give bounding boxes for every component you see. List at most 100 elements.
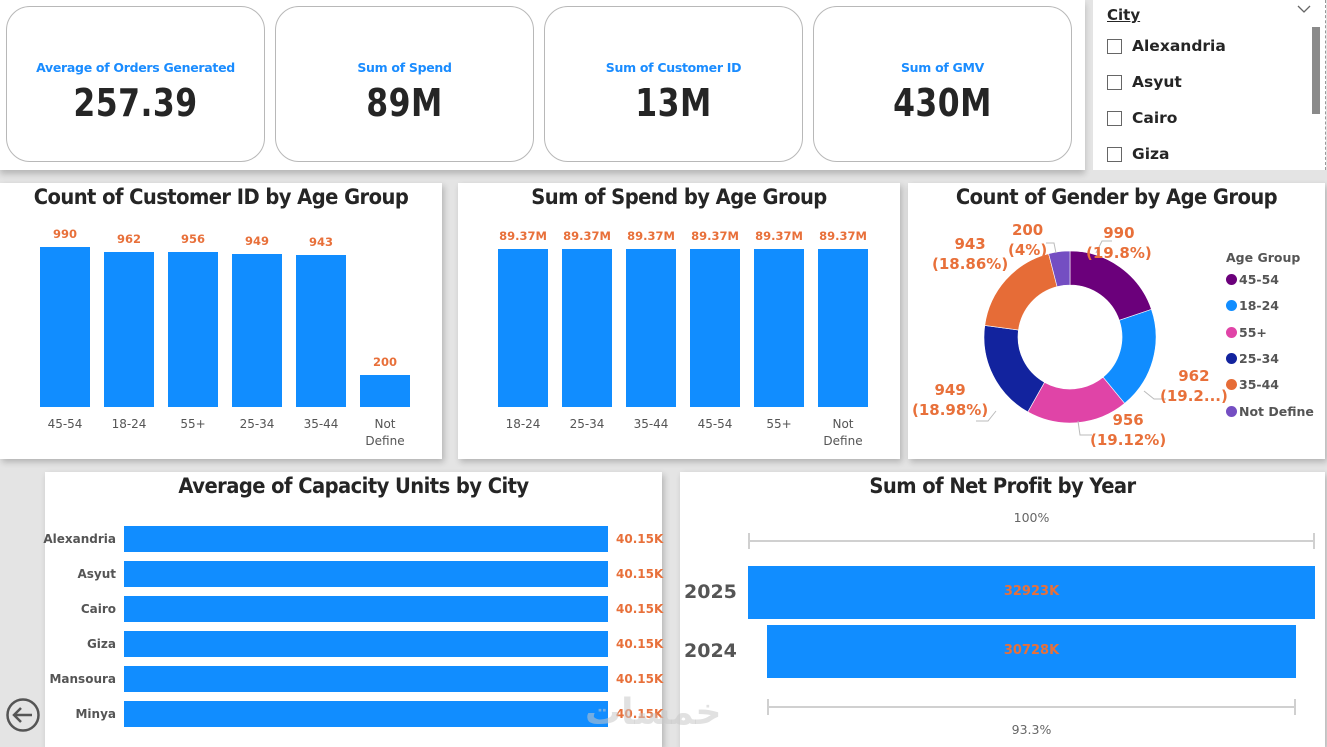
bar[interactable] xyxy=(626,249,676,407)
leader-line xyxy=(1095,240,1112,254)
data-label-percent: (19.12%) xyxy=(1090,431,1167,449)
y-tick-label: Asyut xyxy=(77,567,116,581)
back-arrow-icon[interactable] xyxy=(5,697,41,733)
data-label: 990 (19.8%) xyxy=(1086,223,1152,263)
slicer-item-asyut[interactable]: Asyut xyxy=(1107,71,1182,93)
legend-dot-icon xyxy=(1226,300,1237,312)
data-label-percent: (19.2...) xyxy=(1160,387,1228,405)
bar[interactable] xyxy=(40,247,90,407)
bar[interactable] xyxy=(562,249,612,407)
slicer-item-alexandria[interactable]: Alexandria xyxy=(1107,35,1226,57)
kpi-value: 13M xyxy=(635,81,712,125)
bar[interactable] xyxy=(754,249,804,407)
legend-dot-icon xyxy=(1226,379,1237,391)
legend-label: 35-44 xyxy=(1239,377,1279,393)
x-tick-label: 18-24 xyxy=(111,417,147,431)
bar[interactable] xyxy=(498,249,548,407)
kpi-card-orders[interactable]: Average of Orders Generated 257.39 xyxy=(6,6,265,162)
bar[interactable] xyxy=(124,631,608,657)
x-tick-label: Not Define xyxy=(365,417,405,448)
kpi-card-customer-id[interactable]: Sum of Customer ID 13M xyxy=(544,6,803,162)
x-tick-label: 25-34 xyxy=(239,417,275,431)
data-label: 956 (19.12%) xyxy=(1090,410,1166,450)
bar[interactable] xyxy=(104,251,154,407)
data-label-percent: (18.98%) xyxy=(912,401,989,419)
checkbox[interactable] xyxy=(1107,74,1122,90)
data-label: 943 xyxy=(308,234,333,249)
bar[interactable] xyxy=(124,666,608,692)
data-label: 962 (19.2...) xyxy=(1160,366,1228,406)
data-label: 89.37M xyxy=(563,229,611,243)
data-label-percent: (4%) xyxy=(1008,241,1048,259)
data-label: 89.37M xyxy=(819,229,867,243)
bar[interactable] xyxy=(124,701,608,727)
kpi-card-gmv[interactable]: Sum of GMV 430M xyxy=(813,6,1072,162)
bar[interactable] xyxy=(296,254,346,407)
data-label-percent: (19.8%) xyxy=(1086,244,1152,262)
checkbox[interactable] xyxy=(1107,38,1122,54)
bar[interactable] xyxy=(124,596,608,622)
bar[interactable] xyxy=(818,249,868,407)
legend-dot-icon xyxy=(1226,352,1237,364)
legend-item[interactable]: Not Define xyxy=(1226,404,1314,419)
legend-label: Not Define xyxy=(1239,403,1314,419)
data-label: 40.15K xyxy=(616,672,664,686)
data-label-value: 956 xyxy=(1112,411,1144,429)
bar[interactable] xyxy=(232,253,282,407)
x-tick-label: 45-54 xyxy=(697,417,733,431)
y-tick-label: Giza xyxy=(86,637,116,651)
data-label: 89.37M xyxy=(627,229,675,243)
x-tick-label: 35-44 xyxy=(633,417,669,431)
leader-line xyxy=(1077,420,1092,436)
slicer-title: City xyxy=(1107,6,1141,24)
bar[interactable] xyxy=(124,526,608,552)
chart-title: Count of Gender by Age Group xyxy=(955,185,1278,209)
customer-count-chart: Count of Customer ID by Age Group 990 45-… xyxy=(0,183,442,459)
slicer-item-label: Alexandria xyxy=(1132,37,1226,55)
slicer-item-label: Asyut xyxy=(1132,73,1182,91)
data-label: 40.15K xyxy=(616,532,664,546)
donut-slice-25-34[interactable] xyxy=(983,325,1045,413)
legend-item[interactable]: 25-34 xyxy=(1226,351,1279,366)
data-label-value: 943 xyxy=(954,235,986,253)
slicer-item-cairo[interactable]: Cairo xyxy=(1107,107,1177,129)
data-label: 40.15K xyxy=(616,637,664,651)
axis-tick xyxy=(748,533,750,549)
data-label-value: 962 xyxy=(1178,367,1210,385)
data-label: 89.37M xyxy=(755,229,803,243)
legend-item[interactable]: 35-44 xyxy=(1226,377,1279,392)
data-label: 89.37M xyxy=(499,229,547,243)
kpi-card-spend[interactable]: Sum of Spend 89M xyxy=(275,6,534,162)
gender-donut-chart: Count of Gender by Age Group Age Group 9… xyxy=(908,183,1325,459)
kpi-label: Sum of Spend xyxy=(357,60,452,75)
data-label: 30728K xyxy=(1003,643,1060,658)
data-label: 40.15K xyxy=(616,567,664,581)
data-label: 32923K xyxy=(1003,584,1060,599)
scrollbar[interactable] xyxy=(1312,27,1320,114)
legend-item[interactable]: 55+ xyxy=(1226,325,1267,340)
kpi-label: Sum of GMV xyxy=(900,60,985,75)
x-tick-label: 45-54 xyxy=(47,417,83,431)
legend-item[interactable]: 45-54 xyxy=(1226,272,1279,287)
axis-tick xyxy=(1313,533,1315,549)
kpi-value: 89M xyxy=(366,81,443,125)
legend-dot-icon xyxy=(1226,405,1237,417)
funnel-bar[interactable] xyxy=(748,566,1315,619)
data-label: 990 xyxy=(52,227,77,241)
chart-title: Average of Capacity Units by City xyxy=(178,474,529,498)
checkbox[interactable] xyxy=(1107,146,1122,162)
funnel-bar[interactable] xyxy=(766,625,1297,678)
legend-item[interactable]: 18-24 xyxy=(1226,298,1279,313)
bar[interactable] xyxy=(690,249,740,407)
legend-label: 55+ xyxy=(1239,324,1267,340)
data-label: 200 (4%) xyxy=(1008,220,1047,260)
slicer-item-giza[interactable]: Giza xyxy=(1107,143,1170,165)
slicer-item-label: Giza xyxy=(1132,145,1170,163)
bar[interactable] xyxy=(168,252,218,407)
chart-title: Sum of Spend by Age Group xyxy=(531,185,827,209)
legend-label: 18-24 xyxy=(1239,298,1279,314)
bar[interactable] xyxy=(360,374,410,407)
bar[interactable] xyxy=(124,561,608,587)
checkbox[interactable] xyxy=(1107,110,1122,126)
chevron-down-icon[interactable] xyxy=(1297,2,1311,18)
